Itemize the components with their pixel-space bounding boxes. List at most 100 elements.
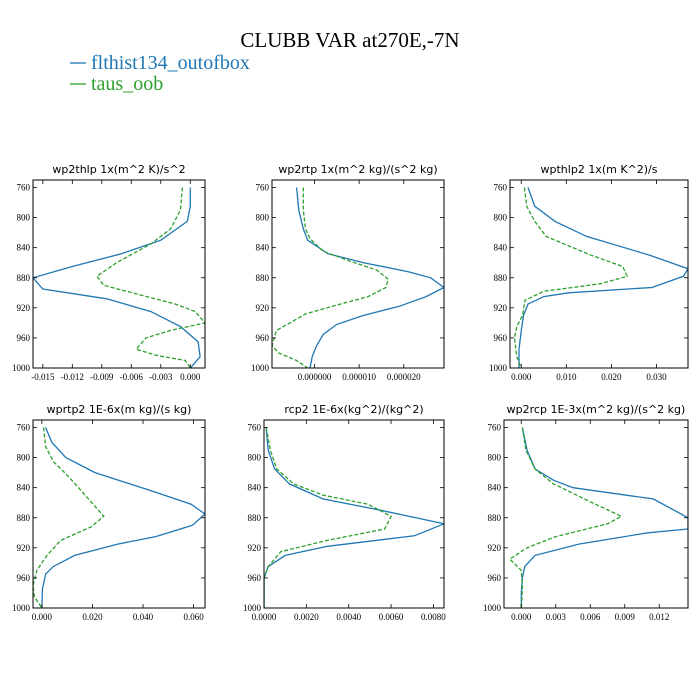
x-tick-label: -0.012 [61,372,84,382]
y-tick-label: 920 [17,543,31,553]
y-tick-label: 920 [488,543,502,553]
y-tick-label: 960 [256,333,270,343]
y-tick-label: 880 [248,513,262,523]
x-tick-label: 0.0040 [336,612,361,622]
plot-frame [271,179,445,369]
x-tick-label: 0.006 [580,612,601,622]
series-line-flthist134 [518,187,688,368]
y-tick-label: 880 [488,513,502,523]
y-tick-label: 960 [488,573,502,583]
y-tick-label: 760 [17,423,31,433]
y-tick-label: 800 [248,453,262,463]
y-tick-label: 1000 [489,363,508,373]
y-tick-label: 920 [17,303,31,313]
x-tick-label: 0.000 [32,612,53,622]
panel-2: wp2rtp 1x(m^2 kg)/(s^2 kg) 760 800 840 880 92… [251,163,445,382]
x-tick-label: 0.0020 [294,612,319,622]
y-tick-label: 960 [494,333,508,343]
x-tick-label: 0.009 [615,612,636,622]
panel-4: wprtp2 1E-6x(m kg)/(s kg) 760 800 840 880 920… [12,403,206,622]
x-tick-label: 0.000020 [387,372,421,382]
series-line-flthist134 [295,187,444,368]
x-tick-label: 0.000010 [342,372,376,382]
y-tick-label: 840 [494,243,508,253]
series-line-taus-oob [33,427,105,608]
y-tick-label: 1000 [243,603,262,613]
y-tick-label: 840 [17,243,31,253]
panel-title: wpthlp2 1x(m K^2)/s [541,163,658,176]
legend-label-taus-oob: taus_oob [91,73,163,95]
plot-frame [32,179,206,369]
panel-1: wp2thlp 1x(m^2 K)/s^2 760 800 840 880 920 960 1… [12,163,206,382]
y-tick-label: 960 [17,333,31,343]
plot-frame [263,419,445,609]
panel-title: wp2rtp 1x(m^2 kg)/(s^2 kg) [278,163,437,176]
x-tick-label: 0.0060 [379,612,404,622]
plot-frame [32,419,206,609]
panels: wp2thlp 1x(m^2 K)/s^2 760 800 840 880 920 960 1… [12,163,689,622]
y-tick-label: 760 [248,423,262,433]
y-tick-label: 800 [17,213,31,223]
x-tick-label: 0.020 [82,612,103,622]
legend-label-flthist134: flthist134_outofbox [91,52,250,74]
y-tick-label: 840 [488,483,502,493]
y-tick-label: 920 [494,303,508,313]
x-tick-label: -0.009 [90,372,114,382]
series-line-flthist134 [33,187,201,368]
y-tick-label: 880 [17,273,31,283]
y-tick-label: 760 [17,183,31,193]
y-tick-label: 800 [17,453,31,463]
series-line-flthist134 [520,427,688,608]
x-tick-label: 0.010 [556,372,577,382]
series-line-taus-oob [508,427,623,608]
series-line-flthist134 [41,427,205,608]
x-tick-label: -0.015 [31,372,55,382]
y-tick-label: 920 [248,543,262,553]
x-tick-label: 0.000 [180,372,201,382]
panel-3: wpthlp2 1x(m K^2)/s 760 800 840 880 920 960 100… [489,163,689,382]
y-tick-label: 800 [488,453,502,463]
x-tick-label: 0.0000 [252,612,277,622]
y-tick-label: 1000 [483,603,502,613]
y-tick-label: 960 [248,573,262,583]
x-tick-label: 0.0080 [421,612,446,622]
panel-5: rcp2 1E-6x(kg^2)/(kg^2) 760 800 840 880 920 96… [243,403,446,622]
y-tick-label: 800 [494,213,508,223]
panel-title: wprtp2 1E-6x(m kg)/(s kg) [47,403,192,416]
x-tick-label: 0.020 [601,372,622,382]
y-tick-label: 1000 [12,363,31,373]
y-tick-label: 760 [256,183,270,193]
x-tick-label: -0.003 [149,372,173,382]
panel-6: wp2rcp 1E-3x(m^2 kg)/(s^2 kg) 760 800 840 88… [483,403,689,622]
x-tick-label: 0.000000 [298,372,332,382]
x-tick-label: 0.003 [546,612,567,622]
panel-title: rcp2 1E-6x(kg^2)/(kg^2) [284,403,423,416]
y-tick-label: 880 [494,273,508,283]
y-tick-label: 760 [488,423,502,433]
series-line-taus-oob [264,427,392,608]
x-tick-label: 0.000 [511,612,532,622]
panel-title: wp2rcp 1E-3x(m^2 kg)/(s^2 kg) [507,403,686,416]
series-line-flthist134 [264,427,444,608]
plot-frame [509,179,689,369]
plot-frame [503,419,689,609]
y-tick-label: 760 [494,183,508,193]
x-tick-label: 0.030 [646,372,667,382]
series-line-taus-oob [513,187,629,368]
series-line-taus-oob [95,187,205,368]
y-tick-label: 880 [256,273,270,283]
series-line-taus-oob [272,187,389,368]
y-tick-label: 840 [248,483,262,493]
y-tick-label: 1000 [12,603,31,613]
y-tick-label: 960 [17,573,31,583]
x-tick-label: 0.000 [511,372,532,382]
y-tick-label: 920 [256,303,270,313]
x-tick-label: 0.060 [183,612,204,622]
legend: flthist134_outofbox taus_oob [70,52,250,95]
x-tick-label: 0.040 [133,612,154,622]
y-tick-label: 840 [17,483,31,493]
panel-title: wp2thlp 1x(m^2 K)/s^2 [52,163,185,176]
y-tick-label: 840 [256,243,270,253]
x-tick-label: -0.006 [120,372,144,382]
